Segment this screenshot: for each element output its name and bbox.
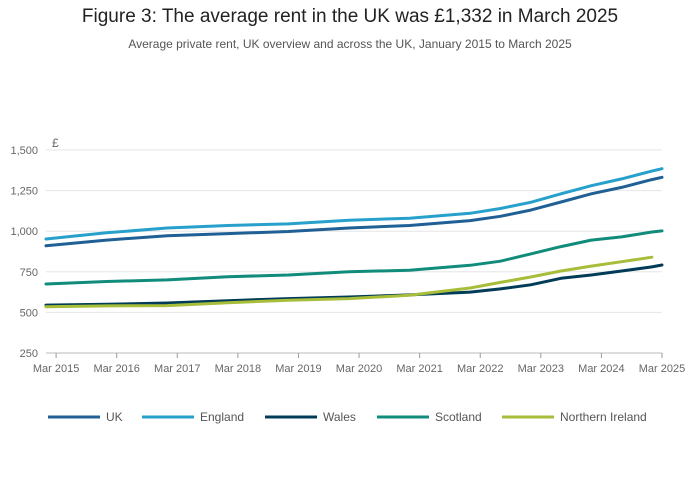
series-line-northern-ireland[interactable] [44,255,654,309]
legend-label-northern-ireland: Northern Ireland [560,410,647,424]
x-tick-label: Mar 2025 [639,363,685,375]
x-tick-label: Mar 2016 [93,363,139,375]
y-tick-label: 1,250 [10,186,38,198]
legend-label-scotland: Scotland [435,410,482,424]
series-line-uk[interactable] [44,175,664,248]
y-tick-label: 1,500 [10,145,38,157]
chart-subtitle: Average private rent, UK overview and ac… [128,37,572,51]
y-tick-label: 500 [20,307,38,319]
x-tick-label: Mar 2023 [518,363,564,375]
y-tick-label: 1,000 [10,226,38,238]
chart-title: Figure 3: The average rent in the UK was… [81,6,619,27]
x-axis: Mar 2015 Mar 2016 Mar 2017 Mar 2018 Mar 2019… [33,353,685,375]
gridlines [46,149,662,354]
x-tick-label: Mar 2022 [457,363,503,375]
x-tick-label: Mar 2024 [578,363,624,375]
series-line-wales[interactable] [44,263,664,307]
series-line-england[interactable] [44,167,664,241]
y-axis-unit-label: £ [52,136,59,150]
legend-label-uk: UK [106,410,123,424]
series-line-scotland[interactable] [44,229,664,286]
legend: UK England Wales Scotland Northern Ireland [48,410,647,424]
x-tick-label: Mar 2020 [336,363,382,375]
y-tick-label: 250 [20,348,38,360]
x-tick-label: Mar 2019 [275,363,321,375]
x-tick-label: Mar 2021 [396,363,442,375]
legend-label-wales: Wales [323,410,356,424]
series-lines [44,167,664,309]
y-tick-label: 750 [20,267,38,279]
x-tick-label: Mar 2018 [215,363,261,375]
x-tick-label: Mar 2015 [33,363,79,375]
x-tick-label: Mar 2017 [154,363,200,375]
y-axis-labels: 250 500 750 1,000 1,250 1,500 [10,145,38,360]
legend-label-england: England [200,410,244,424]
